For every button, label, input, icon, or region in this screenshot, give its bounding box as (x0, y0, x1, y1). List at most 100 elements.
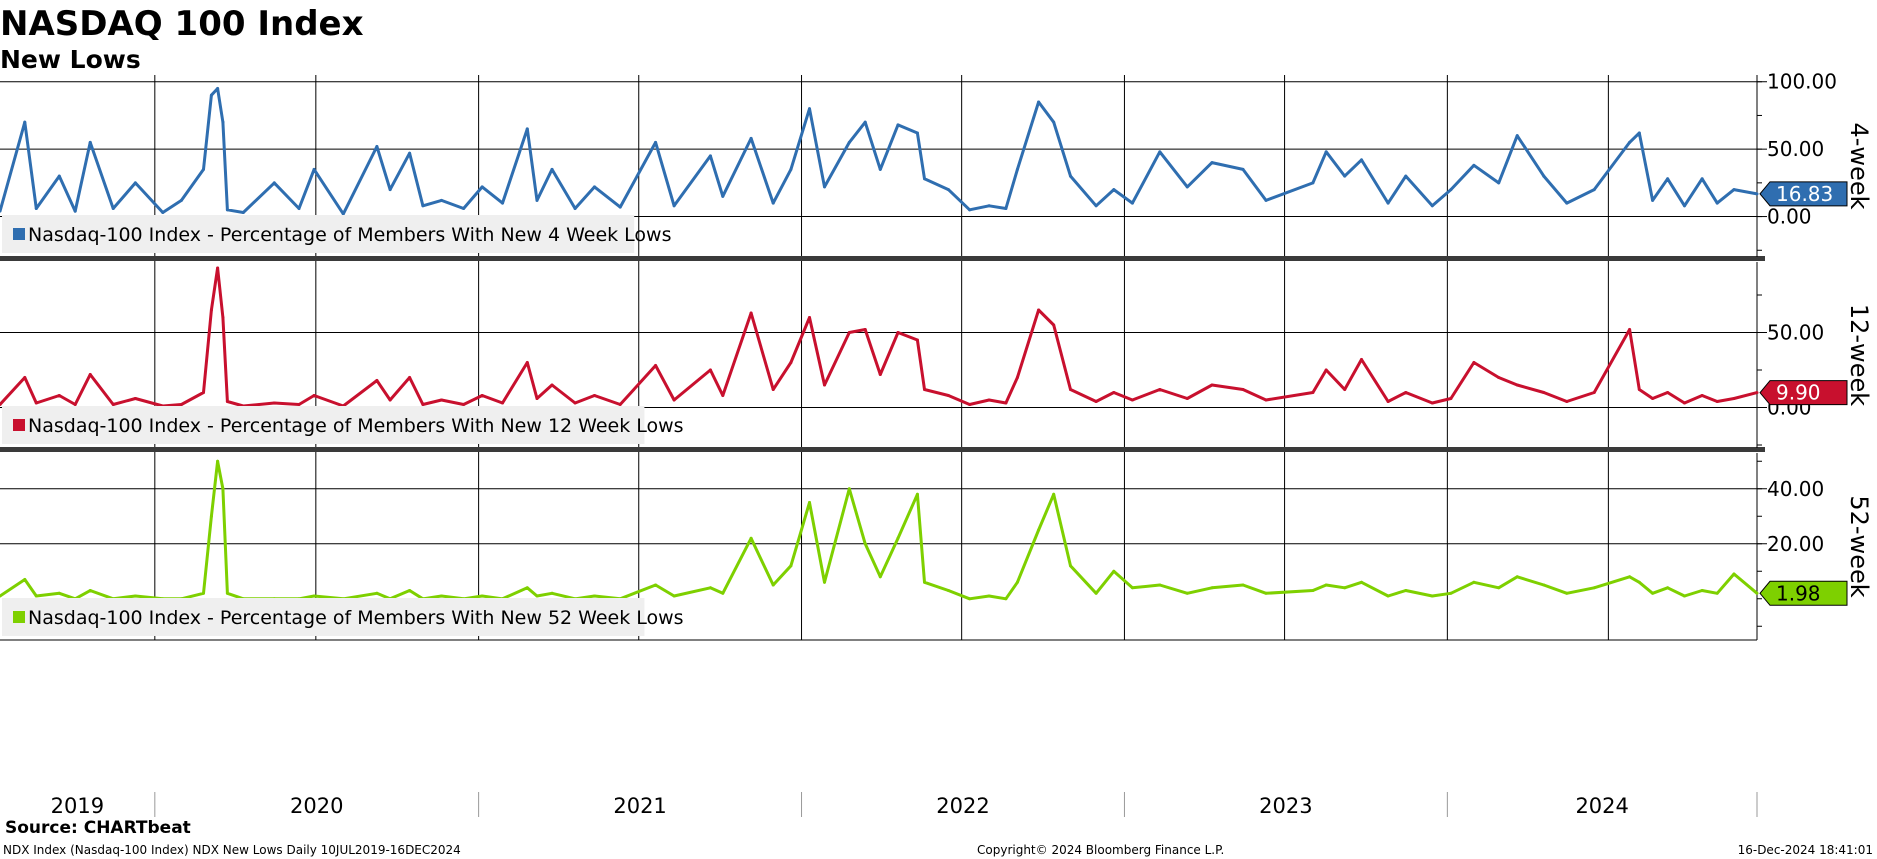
data-point (0, 594, 2, 598)
last-value-box (1759, 181, 1848, 207)
data-point (216, 266, 220, 270)
data-point (1037, 308, 1041, 312)
x-tick-label: 2023 (1259, 794, 1312, 818)
data-point (749, 536, 753, 540)
panel-separator (0, 256, 1765, 261)
panel-52-week: 40.00 20.00 52-week 1.98 Nasdaq-100 Index - … (0, 453, 1873, 640)
data-point (501, 201, 505, 205)
data-point (896, 123, 900, 127)
data-point (915, 492, 919, 496)
panel-separator (0, 447, 1765, 452)
data-point (863, 120, 867, 124)
data-point (1264, 591, 1268, 595)
data-point (480, 594, 484, 598)
data-point (1311, 589, 1315, 592)
data-point (654, 583, 658, 587)
data-point (1565, 591, 1569, 595)
data-point (593, 594, 597, 598)
data-point (807, 316, 811, 319)
gridlines (0, 75, 1765, 641)
data-point (878, 167, 882, 171)
data-point (789, 167, 793, 171)
data-point (88, 589, 92, 592)
data-point (847, 487, 851, 491)
data-point (23, 120, 27, 124)
data-point (133, 397, 137, 400)
data-point (1666, 391, 1670, 394)
legend: Nasdaq-100 Index - Percentage of Members… (2, 406, 684, 444)
data-point (161, 211, 165, 215)
data-point (1637, 580, 1641, 584)
data-point (721, 394, 725, 397)
data-point (1700, 177, 1704, 181)
y-axis-title: 52-week (1845, 495, 1873, 597)
data-point (550, 383, 554, 387)
data-point (1497, 376, 1501, 379)
data-point (272, 181, 276, 185)
legend: Nasdaq-100 Index - Percentage of Members… (2, 215, 672, 253)
data-point (1130, 201, 1134, 205)
data-point (672, 594, 676, 598)
data-point (708, 154, 712, 158)
data-point (421, 403, 425, 406)
data-point (111, 206, 115, 210)
data-point (388, 188, 392, 192)
y-tick-label: 50.00 (1767, 321, 1824, 345)
chart-subtitle: New Lows (0, 45, 141, 74)
series-line (0, 459, 1758, 601)
data-point (1449, 188, 1453, 192)
data-point (771, 388, 775, 391)
data-point (375, 144, 379, 148)
data-point (593, 394, 597, 397)
data-point (1311, 391, 1315, 394)
data-point (1449, 591, 1453, 595)
data-point (462, 206, 466, 210)
data-point (1565, 400, 1569, 403)
data-point (1004, 401, 1008, 405)
data-point (34, 206, 38, 210)
data-point (1497, 586, 1501, 590)
data-point (987, 594, 991, 598)
data-point (133, 181, 137, 185)
last-value-box (1759, 380, 1848, 406)
data-point (480, 185, 484, 189)
legend-background (2, 406, 645, 444)
data-point (968, 597, 972, 601)
data-point (1158, 388, 1162, 391)
data-point (525, 361, 529, 364)
data-point (1637, 131, 1641, 135)
data-point (1430, 401, 1434, 405)
data-point (1068, 174, 1072, 178)
data-point (179, 403, 183, 406)
data-point (1324, 368, 1328, 372)
data-point (1628, 575, 1632, 579)
data-point (946, 188, 950, 192)
last-value-label: 9.90 (1776, 381, 1821, 405)
data-point (878, 373, 882, 376)
data-point (462, 403, 466, 406)
data-point (847, 140, 851, 144)
data-point (201, 591, 205, 595)
data-point (0, 209, 2, 213)
data-point (915, 131, 919, 135)
legend-swatch (13, 419, 25, 431)
data-point (525, 127, 529, 131)
data-point (221, 120, 225, 124)
data-point (1241, 167, 1245, 171)
data-point (1210, 161, 1214, 165)
last-value-tag: 1.98 (1759, 580, 1848, 606)
data-point (501, 401, 505, 405)
data-point (375, 591, 379, 595)
data-point (312, 394, 316, 397)
data-point (209, 308, 213, 312)
data-point (823, 580, 827, 584)
data-point (618, 205, 622, 209)
data-point (654, 364, 658, 367)
data-point (1094, 400, 1098, 403)
y-tick-label: 40.00 (1767, 477, 1824, 501)
data-point (439, 398, 443, 402)
data-point (1068, 564, 1072, 568)
data-point (1515, 134, 1519, 138)
data-point (1130, 586, 1134, 590)
data-point (1037, 100, 1041, 104)
